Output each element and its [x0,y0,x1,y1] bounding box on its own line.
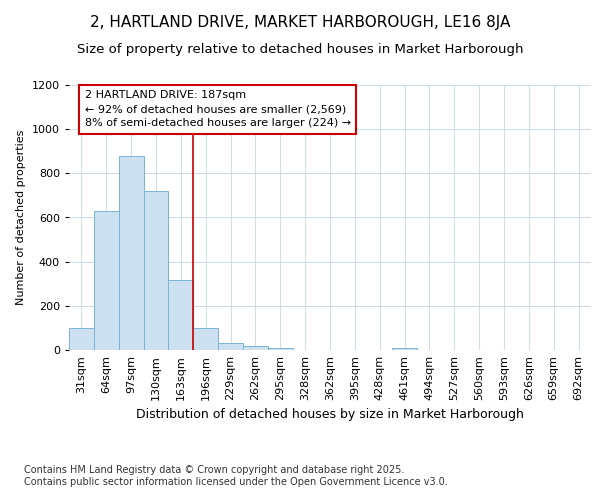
Text: 2, HARTLAND DRIVE, MARKET HARBOROUGH, LE16 8JA: 2, HARTLAND DRIVE, MARKET HARBOROUGH, LE… [90,15,510,30]
Bar [119,156,143,350]
X-axis label: Distribution of detached houses by size in Market Harborough: Distribution of detached houses by size … [136,408,524,422]
Bar [193,328,218,350]
Bar [143,191,169,350]
Text: Contains HM Land Registry data © Crown copyright and database right 2025.
Contai: Contains HM Land Registry data © Crown c… [24,465,448,486]
Bar [268,348,293,350]
Bar [392,348,417,350]
Y-axis label: Number of detached properties: Number of detached properties [16,130,26,305]
Text: 2 HARTLAND DRIVE: 187sqm
← 92% of detached houses are smaller (2,569)
8% of semi: 2 HARTLAND DRIVE: 187sqm ← 92% of detach… [85,90,351,128]
Bar [218,344,243,350]
Bar [169,280,193,350]
Bar [94,211,119,350]
Text: Size of property relative to detached houses in Market Harborough: Size of property relative to detached ho… [77,42,523,56]
Bar [69,328,94,350]
Bar [243,346,268,350]
